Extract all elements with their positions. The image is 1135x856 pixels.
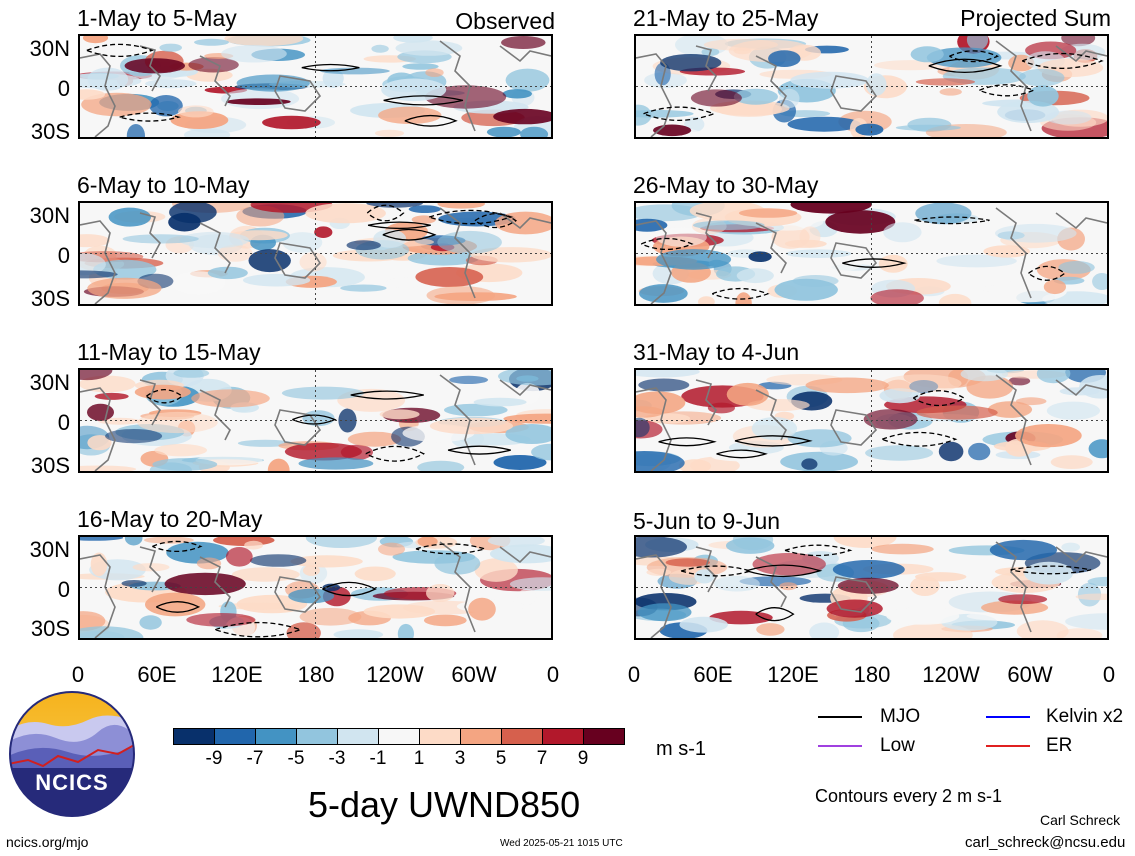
- map-panel: [78, 34, 553, 139]
- panel-title: 1-May to 5-May: [77, 5, 237, 31]
- ncics-logo: NCICS: [8, 690, 136, 818]
- colorbar-tick-label: -7: [246, 748, 264, 769]
- wind-anomaly-field: [80, 537, 551, 638]
- colorbar-tick-label: 1: [413, 748, 425, 769]
- colorbar-tick-label: -3: [328, 748, 346, 769]
- colorbar-swatch: [583, 728, 625, 745]
- colorbar-swatch: [378, 728, 420, 745]
- lat-label: 30N: [29, 537, 70, 562]
- lon-label: 120W: [366, 662, 424, 687]
- legend-kelvin-line: [986, 716, 1030, 718]
- wind-anomaly-field: [80, 36, 551, 137]
- legend-low-label: Low: [880, 735, 915, 756]
- colorbar-unit: m s-1: [656, 738, 706, 760]
- map-panel: [634, 368, 1109, 473]
- panel-title: 11-May to 15-May: [77, 339, 261, 365]
- map-panel: [78, 368, 553, 473]
- lat-label: 30N: [29, 36, 70, 61]
- lat-label: 0: [57, 577, 70, 602]
- panel-title: 16-May to 20-May: [77, 506, 263, 532]
- colorbar-swatch: [255, 728, 297, 745]
- panel-title: 31-May to 4-Jun: [633, 339, 800, 365]
- timestamp: Wed 2025-05-21 1015 UTC: [500, 838, 623, 849]
- legend-mjo-label: MJO: [880, 706, 921, 727]
- legend-kelvin-label: Kelvin x2: [1046, 706, 1124, 727]
- lat-label: 30S: [30, 453, 70, 478]
- colorbar-tick-label: -5: [287, 748, 305, 769]
- author-name: Carl Schreck: [1040, 812, 1121, 828]
- map-panel: [78, 535, 553, 640]
- lat-label: 30S: [30, 286, 70, 311]
- lon-label: 0: [546, 662, 560, 687]
- colorbar-swatch: [337, 728, 379, 745]
- lat-label: 30N: [29, 203, 70, 228]
- lat-label: 0: [57, 410, 70, 435]
- logo-text: NCICS: [35, 770, 109, 795]
- colorbar-tick-label: 9: [577, 748, 589, 769]
- lon-label: 60E: [693, 662, 733, 687]
- colorbar-swatch: [296, 728, 338, 745]
- lon-label: 60W: [451, 662, 497, 687]
- lon-label: 180: [297, 662, 335, 687]
- colorbar-swatch: [419, 728, 461, 745]
- colorbar-swatch: [214, 728, 256, 745]
- wind-anomaly-field: [636, 203, 1107, 304]
- legend-er-label: ER: [1046, 735, 1073, 756]
- colorbar-tick-label: 3: [454, 748, 466, 769]
- contour-note: Contours every 2 m s-1: [815, 786, 1003, 806]
- wind-anomaly-field: [636, 36, 1107, 137]
- lat-label: 30N: [29, 370, 70, 395]
- lat-label: 30S: [30, 119, 70, 144]
- wind-anomaly-field: [636, 537, 1107, 638]
- lon-label: 0: [627, 662, 641, 687]
- lon-label: 0: [1102, 662, 1116, 687]
- author-email: carl_schreck@ncsu.edu: [965, 834, 1126, 851]
- colorbar-tick-label: 7: [536, 748, 548, 769]
- lat-label: 30S: [30, 616, 70, 641]
- lat-label: 0: [57, 76, 70, 101]
- panel-title: 5-Jun to 9-Jun: [633, 508, 781, 534]
- panel-title: 21-May to 25-May: [633, 5, 819, 31]
- wind-anomaly-field: [80, 370, 551, 471]
- colorbar-tick-label: -9: [205, 748, 223, 769]
- lat-label: 0: [57, 243, 70, 268]
- legend-er-line: [986, 745, 1030, 747]
- site-url[interactable]: ncics.org/mjo: [6, 834, 89, 850]
- main-title: 5-day UWND850: [308, 784, 581, 825]
- lon-label: 60E: [137, 662, 177, 687]
- lon-label: 120W: [922, 662, 980, 687]
- colorbar-swatch: [460, 728, 502, 745]
- map-panel: [78, 201, 553, 306]
- legend-mjo-line: [818, 716, 862, 718]
- colorbar-tick-label: -1: [369, 748, 387, 769]
- lon-label: 120E: [767, 662, 819, 687]
- map-panel: [634, 34, 1109, 139]
- projected-label: Projected Sum: [960, 5, 1111, 31]
- panel-title: 6-May to 10-May: [77, 172, 250, 198]
- colorbar-swatch: [501, 728, 543, 745]
- observed-label: Observed: [455, 8, 555, 34]
- colorbar-tick-label: 5: [495, 748, 507, 769]
- lon-label: 120E: [211, 662, 263, 687]
- map-panel: [634, 535, 1109, 640]
- map-panel: [634, 201, 1109, 306]
- panel-title: 26-May to 30-May: [633, 172, 819, 198]
- lon-label: 0: [71, 662, 85, 687]
- legend-low-line: [818, 745, 862, 747]
- colorbar-swatch: [173, 728, 215, 745]
- wind-anomaly-field: [636, 370, 1107, 471]
- wind-anomaly-field: [80, 203, 551, 304]
- lon-label: 180: [853, 662, 891, 687]
- colorbar-swatch: [542, 728, 584, 745]
- lon-label: 60W: [1007, 662, 1053, 687]
